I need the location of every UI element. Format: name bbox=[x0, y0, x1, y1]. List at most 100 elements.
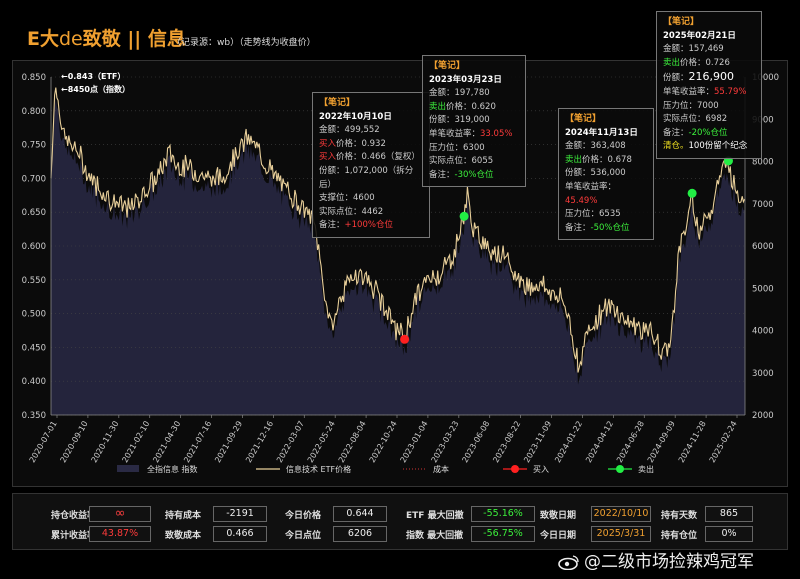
y-right-tick-label: 2000 bbox=[752, 411, 774, 421]
y-left-tick-label: 0.500 bbox=[22, 310, 46, 320]
note-line: 压力位：6300 bbox=[429, 142, 485, 153]
y-left-tick-label: 0.750 bbox=[22, 141, 46, 151]
stat-label: 持有天数 bbox=[661, 511, 698, 521]
watermark: @二级市场捡辣鸡冠军 bbox=[558, 547, 754, 572]
x-tick-label: 2022-08-04 bbox=[337, 420, 368, 465]
y-right-tick-label: 6000 bbox=[752, 242, 774, 252]
x-tick-label: 2023-03-23 bbox=[430, 420, 461, 465]
note-line: 卖出价格：0.620 bbox=[429, 101, 496, 112]
note-header: 【笔记】 bbox=[565, 114, 602, 124]
stat-label: 今日点位 bbox=[285, 531, 322, 541]
note-date: 2025年02月21日 bbox=[663, 30, 736, 41]
note-header: 【笔记】 bbox=[319, 98, 356, 108]
note-line: 压力位：6535 bbox=[565, 209, 621, 220]
note-line: 份额：1,072,000（拆分后） bbox=[319, 165, 414, 190]
x-tick-label: 2021-09-29 bbox=[213, 420, 244, 465]
sell-marker bbox=[687, 188, 697, 198]
stat-label: 持有成本 bbox=[165, 511, 202, 521]
x-tick-label: 2021-07-16 bbox=[182, 420, 213, 465]
note-header: 【笔记】 bbox=[429, 61, 466, 71]
note-date: 2023年03月23日 bbox=[429, 74, 502, 85]
note-line: 单笔收益率：55.79% bbox=[663, 86, 747, 97]
note-line: 单笔收益率：45.49% bbox=[565, 181, 617, 206]
note-header: 【笔记】 bbox=[663, 17, 700, 27]
stat-label: 今日日期 bbox=[540, 531, 577, 541]
index-level-annotation: ←8450点（指数） bbox=[61, 84, 130, 94]
stat-value: 0% bbox=[705, 526, 753, 542]
x-tick-label: 2021-12-16 bbox=[244, 420, 275, 465]
note-line: 压力位：7000 bbox=[663, 100, 719, 111]
page-subtitle: （记录源：wb）（走势线为收盘价） bbox=[172, 38, 316, 48]
trade-note: 【笔记】 2024年11月13日 金额：363,408 卖出价格：0.678 份额：53… bbox=[558, 108, 654, 241]
note-line: 金额：363,408 bbox=[565, 141, 626, 152]
y-right-tick-label: 3000 bbox=[752, 369, 774, 379]
x-tick-label: 2023-06-08 bbox=[460, 420, 491, 465]
y-right-tick-label: 9000 bbox=[752, 115, 774, 125]
y-left-tick-label: 0.350 bbox=[22, 411, 46, 421]
x-tick-label: 2021-02-10 bbox=[120, 420, 151, 465]
note-line: 备注：-20%仓位 bbox=[663, 127, 728, 138]
y-right-tick-label: 7000 bbox=[752, 200, 774, 210]
y-left-tick-label: 0.700 bbox=[22, 174, 46, 184]
stat-label: 持有仓位 bbox=[661, 531, 698, 541]
x-tick-label: 2024-04-12 bbox=[584, 420, 615, 465]
y-right-tick-label: 8000 bbox=[752, 158, 774, 168]
y-left-tick-label: 0.600 bbox=[22, 242, 46, 252]
stat-value: 43.87% bbox=[89, 526, 151, 542]
title-part-2: de bbox=[58, 28, 83, 50]
note-line: 实际点位：4462 bbox=[319, 206, 384, 217]
stat-value: 6206 bbox=[333, 526, 387, 542]
stat-label: 今日价格 bbox=[285, 511, 322, 521]
title-part-3: 致敬 || 信息 bbox=[82, 28, 186, 50]
stat-value: -2191 bbox=[213, 506, 267, 522]
page-title: E大de致敬 || 信息 bbox=[27, 24, 186, 51]
etf-price-line bbox=[50, 87, 746, 373]
x-tick-label: 2025-02-24 bbox=[708, 420, 739, 465]
note-line: 份额：319,000 bbox=[429, 115, 490, 126]
stat-label: ETF 最大回撤 bbox=[406, 511, 464, 521]
y-left-tick-label: 0.850 bbox=[22, 73, 46, 83]
x-tick-label: 2020-09-10 bbox=[59, 420, 90, 465]
x-tick-label: 2023-11-09 bbox=[522, 420, 553, 465]
trade-note: 【笔记】 2022年10月10日 金额：499,552 买入价格：0.932 买入价格：… bbox=[312, 92, 430, 238]
stat-value: -56.75% bbox=[471, 526, 535, 542]
note-line: 卖出价格：0.678 bbox=[565, 154, 632, 165]
note-line: 金额：157,469 bbox=[663, 44, 724, 55]
y-left-tick-label: 0.400 bbox=[22, 377, 46, 387]
legend-swatch-buy bbox=[511, 465, 519, 473]
x-tick-label: 2023-08-22 bbox=[491, 420, 522, 465]
buy-marker bbox=[400, 334, 410, 344]
legend-label: 买入 bbox=[533, 465, 549, 474]
y-left-tick-label: 0.800 bbox=[22, 107, 46, 117]
stats-panel: 持仓收益率 ∞ 持有成本 -2191 今日价格 0.644 ETF 最大回撤 -55.16% 致… bbox=[12, 493, 788, 550]
x-tick-label: 2022-03-07 bbox=[275, 420, 306, 465]
stat-value: 865 bbox=[705, 506, 753, 522]
stat-label: 致敬日期 bbox=[540, 511, 577, 521]
x-tick-label: 2024-11-28 bbox=[677, 420, 708, 465]
x-tick-label: 2021-04-30 bbox=[151, 420, 182, 465]
note-line: 实际点位：6055 bbox=[429, 156, 494, 167]
x-tick-label: 2020-07-01 bbox=[28, 420, 59, 465]
note-date: 2022年10月10日 bbox=[319, 111, 392, 122]
sell-marker bbox=[459, 211, 469, 221]
index-area-series bbox=[51, 99, 745, 415]
note-line: 备注：-50%仓位 bbox=[565, 222, 630, 233]
x-tick-label: 2022-10-24 bbox=[368, 420, 399, 465]
trade-note: 【笔记】 2025年02月21日 金额：157,469 卖出价格：0.726 份额：21… bbox=[656, 11, 762, 159]
etf-level-annotation: ←0.843（ETF） bbox=[61, 71, 125, 81]
stat-value: 0.466 bbox=[213, 526, 267, 542]
note-line: 备注：-30%仓位 bbox=[429, 169, 494, 180]
note-line: 买入价格：0.466（复权） bbox=[319, 152, 420, 163]
legend-label: 卖出 bbox=[638, 464, 654, 474]
stat-label: 持仓收益率 bbox=[51, 511, 97, 521]
note-line: 金额：197,780 bbox=[429, 88, 490, 99]
note-line: 卖出价格：0.726 bbox=[663, 57, 730, 68]
watermark-text: @二级市场捡辣鸡冠军 bbox=[584, 552, 754, 572]
note-line: 金额：499,552 bbox=[319, 125, 380, 136]
note-line: 份额：216,900 bbox=[663, 70, 735, 84]
x-tick-label: 2024-01-22 bbox=[553, 420, 584, 465]
stat-label: 指数 最大回撤 bbox=[406, 531, 464, 541]
note-line: 支撑位：4600 bbox=[319, 193, 375, 204]
x-tick-label: 2024-06-28 bbox=[615, 420, 646, 465]
x-tick-label: 2024-09-09 bbox=[646, 420, 677, 465]
